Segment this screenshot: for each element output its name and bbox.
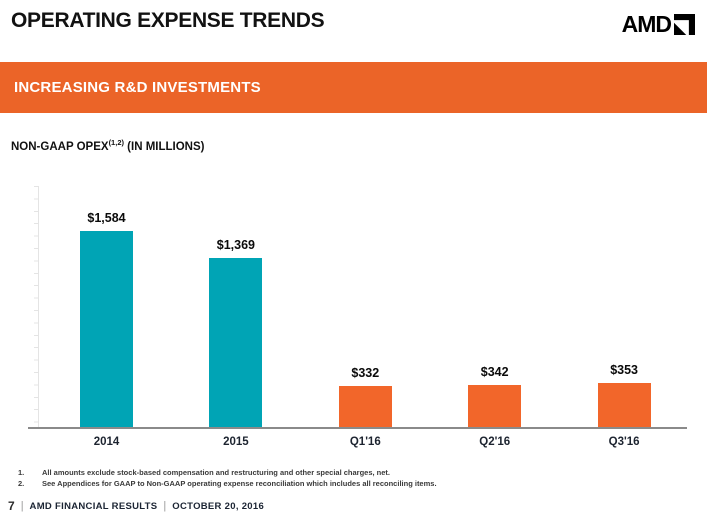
section-banner: INCREASING R&D INVESTMENTS xyxy=(0,62,707,113)
bar-value-label: $1,369 xyxy=(216,238,255,252)
footer-separator: | xyxy=(163,500,167,512)
x-axis-line xyxy=(28,427,687,429)
section-banner-label: INCREASING R&D INVESTMENTS xyxy=(14,79,261,96)
chart-heading: NON-GAAP OPEX(1,2) (IN MILLIONS) xyxy=(11,138,204,153)
footer-date: OCTOBER 20, 2016 xyxy=(172,500,265,512)
bar-value-label: $353 xyxy=(610,363,638,377)
bar-2014 xyxy=(80,231,133,427)
chart-heading-suffix: (IN MILLIONS) xyxy=(123,140,205,153)
amd-logo-text: AMD xyxy=(621,11,672,37)
chart-heading-prefix: NON-GAAP OPEX xyxy=(11,140,109,153)
footnote-1: 1. All amounts exclude stock-based compe… xyxy=(18,468,437,479)
x-axis-label: Q1'16 xyxy=(349,436,381,448)
bar-Q1'16 xyxy=(338,386,392,427)
x-axis-label: 2014 xyxy=(93,436,120,448)
footnotes: 1. All amounts exclude stock-based compe… xyxy=(18,468,437,489)
bar-Q2'16 xyxy=(468,385,522,427)
bar-chart: $1,584 2014 $1,369 2015 $332 Q1'16 $342 Q2'16 $3… xyxy=(0,180,707,455)
slide-footer: 7 | AMD FINANCIAL RESULTS | OCTOBER 20, … xyxy=(8,499,264,513)
footnote-text: All amounts exclude stock-based compensa… xyxy=(42,468,391,477)
y-axis-line xyxy=(38,186,39,427)
footnote-number: 2. xyxy=(18,478,25,488)
page-title: OPERATING EXPENSE TRENDS xyxy=(11,9,325,32)
x-axis-label: Q3'16 xyxy=(608,436,640,448)
x-axis-label: 2015 xyxy=(223,436,249,448)
x-axis-label: Q2'16 xyxy=(479,436,511,448)
footer-title: AMD FINANCIAL RESULTS xyxy=(29,500,158,512)
bar-2015 xyxy=(209,258,263,427)
bar-value-label: $1,584 xyxy=(87,211,126,225)
page-number: 7 xyxy=(8,499,15,513)
footnote-text: See Appendices for GAAP to Non-GAAP oper… xyxy=(42,478,437,488)
footnote-number: 1. xyxy=(18,468,25,477)
footer-separator: | xyxy=(20,500,24,512)
amd-logo: AMD xyxy=(622,11,695,38)
footnote-2: 2. See Appendices for GAAP to Non-GAAP o… xyxy=(18,479,437,490)
amd-arrow-icon xyxy=(674,14,695,35)
bar-Q3'16 xyxy=(597,383,651,427)
bar-value-label: $332 xyxy=(351,366,380,380)
bar-value-label: $342 xyxy=(480,365,509,379)
chart-heading-footnote-marker: (1,2) xyxy=(108,138,124,147)
y-axis-ticks xyxy=(34,186,38,428)
